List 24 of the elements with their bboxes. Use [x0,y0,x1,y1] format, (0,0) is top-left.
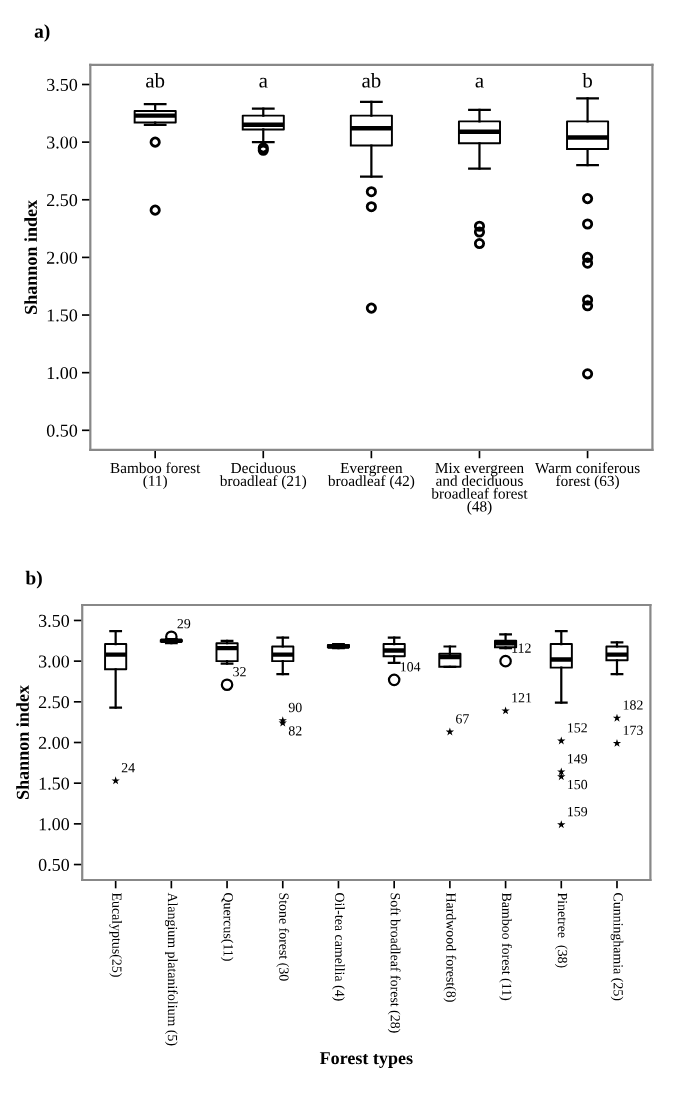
y-tick-label: 3.00 [38,655,70,668]
y-tick-label: 1.50 [39,777,70,790]
annotation: ab [362,72,381,88]
y-tick-label: 2.00 [47,251,78,264]
y-tick-label: 3.50 [38,614,70,627]
y-tick-label: 1.00 [39,818,70,831]
y-tick-label: 1.00 [47,366,78,380]
chart-title: b) [25,570,42,589]
y-tick-label: 3.50 [47,78,78,92]
y-axis-title: Shannon index [24,200,37,314]
y-axis-title: Shannon index [16,685,29,799]
annotation: b [582,72,592,88]
y-tick-label: 1.50 [47,309,78,322]
y-tick-label: 2.50 [47,194,78,207]
y-tick-label: 3.00 [47,136,78,149]
annotation: ab [146,72,165,88]
x-axis-title: Forest types [319,1052,413,1068]
y-tick-label: 0.50 [38,858,70,872]
y-tick-label: 2.00 [38,736,70,750]
chart-title: a) [34,24,50,42]
y-tick-label: 0.50 [46,424,78,437]
annotation: a [259,77,268,88]
annotation: a [475,77,484,88]
y-tick-label: 2.50 [38,696,70,709]
